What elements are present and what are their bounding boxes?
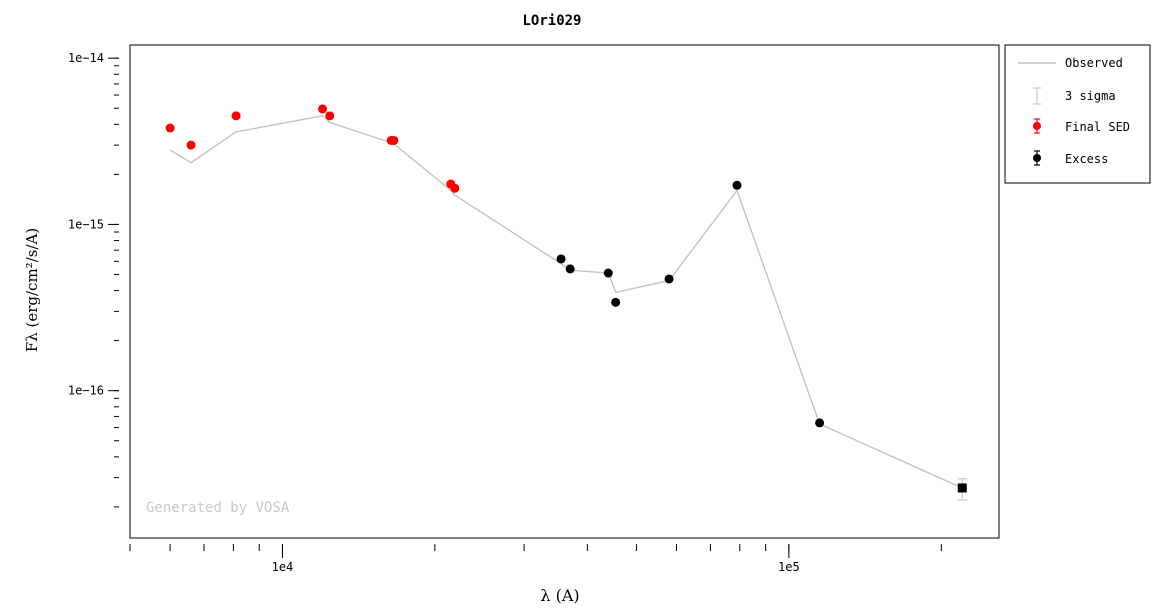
legend-excess-label: Excess bbox=[1065, 152, 1108, 166]
series-layer bbox=[165, 104, 968, 501]
legend-excess-swatch bbox=[1033, 150, 1041, 166]
x-tick-label: 1e5 bbox=[778, 560, 800, 574]
final-sed-point bbox=[165, 123, 175, 133]
final-sed-point bbox=[186, 140, 196, 150]
final-sed-point bbox=[231, 111, 241, 121]
y-tick-label: 1e−15 bbox=[68, 217, 104, 231]
excess-point bbox=[815, 418, 825, 428]
y-tick-label: 1e−14 bbox=[68, 51, 104, 65]
legend: Observed 3 sigma Final SED Excess bbox=[1004, 44, 1151, 184]
excess-point bbox=[732, 180, 742, 190]
legend-sigma-swatch bbox=[1033, 87, 1041, 105]
excess-point bbox=[664, 274, 674, 284]
excess-point bbox=[556, 254, 566, 264]
y-axis-label: Fλ (erg/cm²/s/A) bbox=[23, 228, 41, 352]
legend-sigma-label: 3 sigma bbox=[1065, 89, 1116, 103]
final-sed-point bbox=[318, 104, 328, 114]
x-axis-ticks: 1e4 1e5 bbox=[272, 544, 800, 574]
final-sed-point bbox=[325, 111, 335, 121]
excess-upper-limit-marker bbox=[957, 483, 967, 493]
observed-line bbox=[169, 115, 963, 489]
legend-box bbox=[1004, 44, 1151, 184]
chart-title: LOri029 bbox=[522, 13, 581, 29]
legend-final-sed-label: Final SED bbox=[1065, 120, 1130, 134]
excess-point bbox=[565, 264, 575, 274]
plot-area bbox=[129, 44, 1000, 539]
excess-point bbox=[611, 297, 621, 307]
final-sed-point bbox=[450, 183, 460, 193]
excess-point bbox=[603, 268, 613, 278]
legend-final-sed-swatch bbox=[1033, 118, 1041, 134]
legend-observed-label: Observed bbox=[1065, 56, 1123, 70]
y-axis-ticks: 1e−14 1e−15 1e−16 bbox=[68, 51, 119, 398]
final-sed-point bbox=[389, 135, 399, 145]
y-tick-label: 1e−16 bbox=[68, 384, 104, 398]
x-axis-label: λ (A) bbox=[540, 586, 579, 605]
watermark: Generated by VOSA bbox=[146, 500, 290, 516]
x-tick-label: 1e4 bbox=[272, 560, 294, 574]
